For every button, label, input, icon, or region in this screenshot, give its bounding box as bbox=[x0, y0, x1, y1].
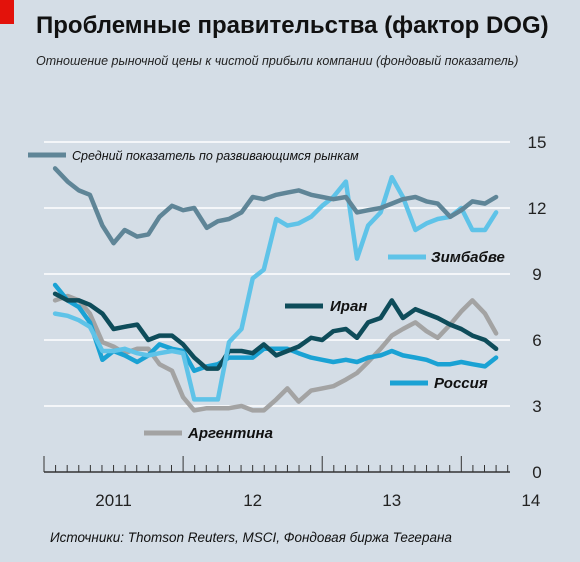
x-tick-label: 13 bbox=[382, 491, 401, 510]
y-tick-label: 0 bbox=[532, 463, 541, 482]
label-emerging: Средний показатель по развивающимся рынк… bbox=[72, 149, 359, 163]
series-lines bbox=[52, 166, 499, 413]
series-line-iran bbox=[52, 291, 499, 371]
source-note: Источники: Thomson Reuters, MSCI, Фондов… bbox=[50, 530, 452, 545]
label-argentina: Аргентина bbox=[187, 425, 273, 442]
label-zimbabwe: Зимбабве bbox=[431, 249, 505, 266]
series-line-zimbabwe bbox=[52, 174, 499, 402]
x-tick-label: 14 bbox=[521, 491, 540, 510]
y-axis: 0 3 6 9 12 15 bbox=[528, 133, 547, 482]
x-tick-label: 12 bbox=[243, 491, 262, 510]
grid bbox=[44, 141, 510, 473]
series-line-russia bbox=[52, 282, 499, 374]
chart-title: Проблемные правительства (фактор DOG) bbox=[36, 12, 549, 39]
label-iran: Иран bbox=[330, 298, 367, 315]
chart-subtitle: Отношение рыночной цены к чистой прибыли… bbox=[36, 54, 519, 68]
legend: Средний показатель по развивающимся рынк… bbox=[28, 149, 505, 442]
y-tick-label: 9 bbox=[532, 265, 541, 284]
label-russia: Россия bbox=[434, 375, 488, 392]
y-tick-label: 12 bbox=[528, 199, 547, 218]
x-axis: 2011 12 13 14 bbox=[43, 456, 540, 510]
brand-tag bbox=[0, 0, 14, 24]
x-tick-label: 2011 bbox=[95, 491, 132, 510]
y-tick-label: 6 bbox=[532, 331, 541, 350]
y-tick-label: 3 bbox=[532, 397, 541, 416]
y-tick-label: 15 bbox=[528, 133, 547, 152]
series-line-emerging bbox=[52, 166, 499, 246]
